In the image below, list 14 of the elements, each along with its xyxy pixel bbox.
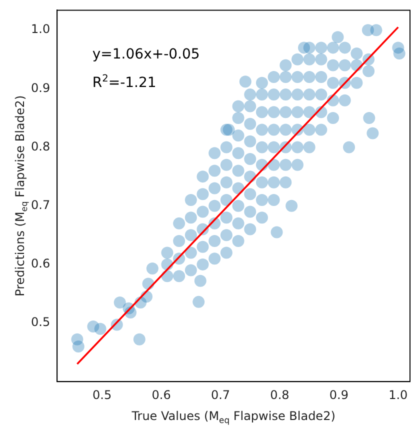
y-tick-label: 0.6 [30, 256, 50, 271]
x-tick-label: 0.6 [152, 388, 171, 402]
y-tick-label: 0.9 [30, 80, 50, 95]
y-tick-label: 0.7 [30, 198, 50, 212]
annotation: y=1.06x+-0.05 [92, 46, 200, 62]
y-tick-label: 1.0 [30, 22, 50, 36]
x-tick-label: 0.8 [270, 388, 290, 402]
y-tick-label: 0.5 [30, 315, 50, 330]
y-axis-title: Predictions (Meq Flapwise Blade2) [13, 95, 29, 296]
y-tick-label: 0.8 [30, 139, 50, 154]
x-tick-label: 1.0 [388, 388, 408, 402]
x-tick-label: 0.7 [210, 388, 230, 402]
x-tick-label: 0.9 [329, 388, 348, 402]
x-tick-label: 0.5 [92, 388, 112, 402]
